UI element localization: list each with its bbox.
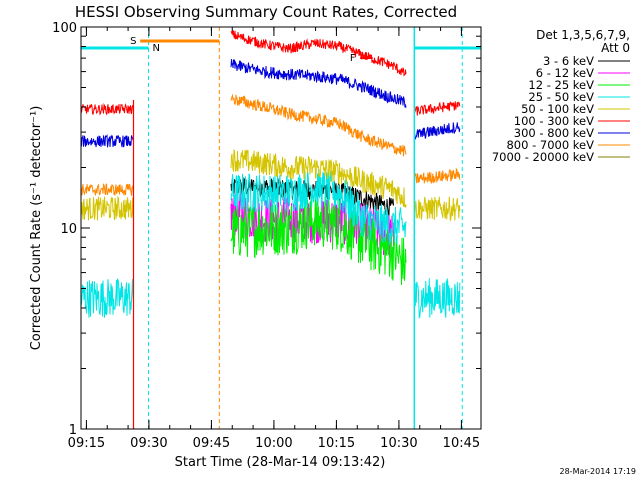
chart-title: HESSI Observing Summary Count Rates, Cor…	[75, 3, 457, 21]
legend-title-2: Att 0	[601, 41, 630, 55]
series-3-segment-0	[81, 278, 134, 318]
annotation-n: N	[153, 43, 160, 54]
legend-entry-6: 300 - 800 keV	[514, 126, 594, 140]
legend-entry-4: 50 - 100 keV	[521, 102, 594, 116]
series-5	[81, 30, 461, 116]
markers-layer: S N F	[81, 27, 481, 429]
y-tick-label-2: 100	[52, 21, 77, 36]
series-3-segment-2	[413, 278, 461, 319]
footer-date: 28-Mar-2014 17:19	[560, 467, 637, 476]
series-6-segment-1	[230, 59, 407, 108]
series-4-segment-1	[230, 149, 407, 208]
legend-entry-5: 100 - 300 keV	[514, 114, 594, 128]
series-7-segment-2	[413, 167, 461, 185]
legend-entry-2: 12 - 25 keV	[528, 78, 594, 92]
series-layer	[81, 30, 461, 319]
series-5-segment-2	[413, 101, 461, 116]
y-tick-label-1: 10	[60, 222, 77, 237]
legend-entry-0: 3 - 6 keV	[543, 54, 594, 68]
annotation-f: F	[350, 53, 356, 64]
legend-entry-7: 800 - 7000 keV	[506, 138, 594, 152]
series-5-segment-0	[81, 102, 134, 116]
x-axis-label: Start Time (28-Mar-14 09:13:42)	[175, 455, 386, 470]
series-4-segment-2	[413, 196, 461, 222]
series-7-segment-0	[81, 183, 134, 196]
x-tick-label-1: 09:30	[130, 436, 167, 451]
axes-layer: 09:15 09:30 09:45 10:00 10:15 10:30 10:45 1 10 10…	[52, 21, 481, 451]
x-tick-label-0: 09:15	[68, 436, 105, 451]
series-7	[81, 93, 461, 196]
annotation-s: S	[130, 36, 136, 47]
series-5-segment-1	[230, 30, 407, 77]
series-6-segment-0	[81, 133, 134, 148]
x-tick-label-6: 10:45	[443, 436, 480, 451]
y-axis-label: Corrected Count Rate (s⁻¹ detector⁻¹)	[29, 106, 44, 351]
series-2	[230, 193, 407, 285]
series-2-segment-0	[230, 193, 407, 285]
x-tick-label-5: 10:30	[380, 436, 417, 451]
legend-entry-1: 6 - 12 keV	[536, 66, 594, 80]
legend-entry-8: 7000 - 20000 keV	[492, 150, 594, 164]
series-4	[81, 149, 461, 222]
x-tick-label-3: 10:00	[255, 436, 292, 451]
series-7-segment-1	[230, 93, 407, 157]
y-tick-label-0: 1	[69, 423, 77, 438]
series-4-segment-0	[81, 195, 134, 221]
series-6	[81, 59, 461, 148]
legend-entry-3: 25 - 50 keV	[528, 90, 594, 104]
x-tick-label-4: 10:15	[318, 436, 355, 451]
x-tick-label-2: 09:45	[193, 436, 230, 451]
legend-title-1: Det 1,3,5,6,7,9,	[536, 28, 630, 42]
series-6-segment-2	[413, 122, 461, 140]
